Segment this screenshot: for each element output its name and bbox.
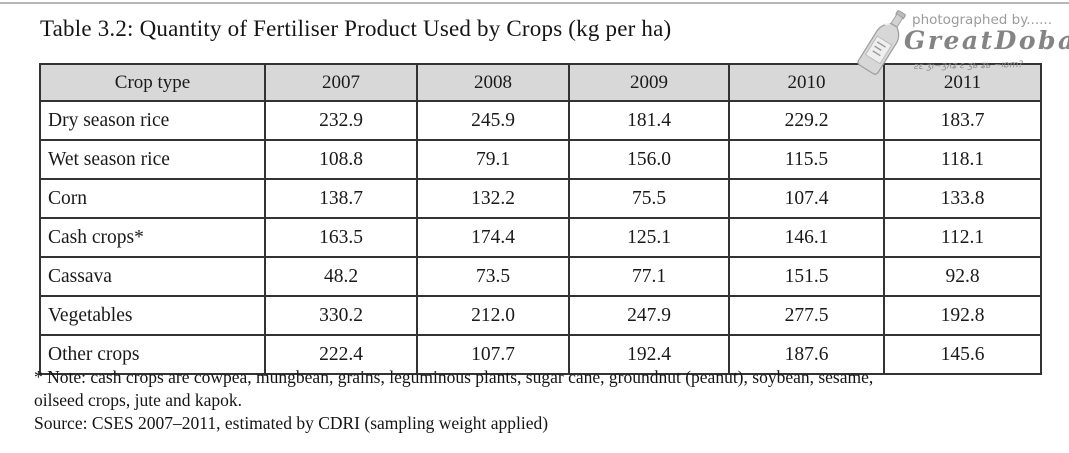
table-cell: 183.7: [883, 100, 1042, 141]
source-line: Source: CSES 2007–2011, estimated by CDR…: [34, 413, 549, 433]
column-header-2007: 2007: [264, 63, 418, 102]
column-header-crop-type: Crop type: [39, 63, 266, 102]
table-cell: 163.5: [264, 217, 418, 258]
table-cell: 229.2: [728, 100, 885, 141]
table-cell: 212.0: [416, 295, 570, 336]
footnote-line-1: * Note: cash crops are cowpea, mungbean,…: [34, 367, 874, 387]
table-cell: 245.9: [416, 100, 570, 141]
table-cell: 125.1: [568, 217, 730, 258]
table-cell: 156.0: [568, 139, 730, 180]
row-label: Vegetables: [39, 295, 266, 336]
table-cell: 222.4: [264, 334, 418, 375]
table-row: Wet season rice 108.8 79.1 156.0 115.5 1…: [39, 139, 1042, 180]
table-cell: 330.2: [264, 295, 418, 336]
table-row: Cash crops* 163.5 174.4 125.1 146.1 112.…: [39, 217, 1042, 258]
table-row: Vegetables 330.2 212.0 247.9 277.5 192.8: [39, 295, 1042, 336]
row-label: Other crops: [39, 334, 266, 375]
table-cell: 92.8: [883, 256, 1042, 297]
table-cell: 77.1: [568, 256, 730, 297]
table-cell: 181.4: [568, 100, 730, 141]
page-top-divider: [0, 2, 1069, 4]
table-cell: 187.6: [728, 334, 885, 375]
table-cell: 79.1: [416, 139, 570, 180]
table-cell: 192.4: [568, 334, 730, 375]
row-label: Cash crops*: [39, 217, 266, 258]
table-row: Cassava 48.2 73.5 77.1 151.5 92.8: [39, 256, 1042, 297]
table-header-row: Crop type 2007 2008 2009 2010 2011: [39, 63, 1042, 102]
column-header-2011: 2011: [883, 63, 1042, 102]
table-cell: 75.5: [568, 178, 730, 219]
table-cell: 192.8: [883, 295, 1042, 336]
footnote-line-2: oilseed crops, jute and kapok.: [34, 390, 243, 410]
table-cell: 108.8: [264, 139, 418, 180]
table-row: Other crops 222.4 107.7 192.4 187.6 145.…: [39, 334, 1042, 375]
table-cell: 174.4: [416, 217, 570, 258]
table-cell: 133.8: [883, 178, 1042, 219]
row-label: Dry season rice: [39, 100, 266, 141]
row-label: Wet season rice: [39, 139, 266, 180]
table-row: Dry season rice 232.9 245.9 181.4 229.2 …: [39, 100, 1042, 141]
table-cell: 277.5: [728, 295, 885, 336]
table-cell: 232.9: [264, 100, 418, 141]
watermark-byline: photographed by......: [912, 12, 1053, 28]
fertiliser-table: Crop type 2007 2008 2009 2010 2011 Dry s…: [39, 63, 1042, 375]
row-label: Cassava: [39, 256, 266, 297]
table-cell: 138.7: [264, 178, 418, 219]
table-cell: 145.6: [883, 334, 1042, 375]
table-cell: 115.5: [728, 139, 885, 180]
table-cell: 118.1: [883, 139, 1042, 180]
table-cell: 132.2: [416, 178, 570, 219]
table-cell: 73.5: [416, 256, 570, 297]
table-cell: 146.1: [728, 217, 885, 258]
column-header-2009: 2009: [568, 63, 730, 102]
table-cell: 247.9: [568, 295, 730, 336]
watermark-brand: GreatDobal: [904, 26, 1069, 55]
table-cell: 48.2: [264, 256, 418, 297]
column-header-2008: 2008: [416, 63, 570, 102]
page-title: Table 3.2: Quantity of Fertiliser Produc…: [40, 16, 672, 41]
table-cell: 107.7: [416, 334, 570, 375]
table-cell: 107.4: [728, 178, 885, 219]
row-label: Corn: [39, 178, 266, 219]
table-cell: 112.1: [883, 217, 1042, 258]
column-header-2010: 2010: [728, 63, 885, 102]
table-cell: 151.5: [728, 256, 885, 297]
table-row: Corn 138.7 132.2 75.5 107.4 133.8: [39, 178, 1042, 219]
table-footnotes: * Note: cash crops are cowpea, mungbean,…: [34, 366, 1044, 435]
